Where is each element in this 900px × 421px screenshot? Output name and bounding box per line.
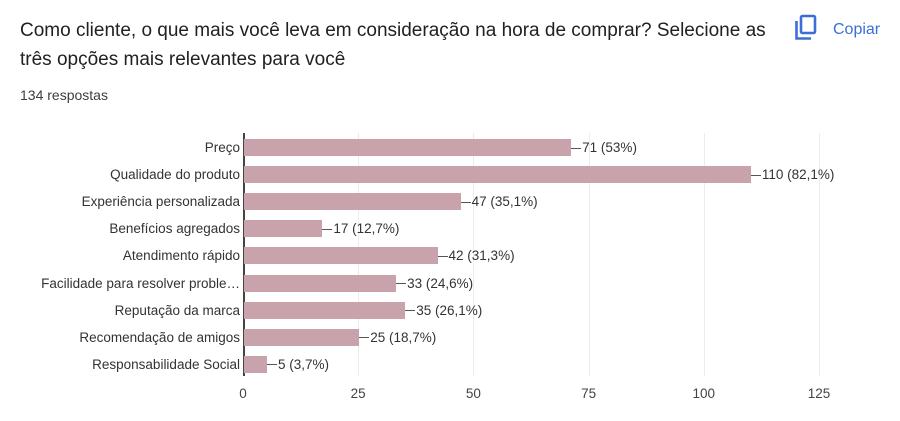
category-label: Benefícios agregados xyxy=(109,221,240,237)
label-leader-line xyxy=(267,364,278,366)
gridline xyxy=(703,133,705,376)
copy-icon xyxy=(793,14,819,47)
data-label: 35 (26,1%) xyxy=(416,302,483,318)
bar[interactable] xyxy=(244,355,268,373)
data-label: 42 (31,3%) xyxy=(448,248,515,264)
data-label: 110 (82,1%) xyxy=(761,167,835,183)
category-label: Experiência personalizada xyxy=(81,194,240,210)
response-count: 134 respostas xyxy=(20,87,108,103)
gridline xyxy=(588,133,590,376)
x-axis-tick: 0 xyxy=(239,386,247,401)
x-axis-tick: 75 xyxy=(581,386,597,401)
category-label: Preço xyxy=(204,140,240,155)
label-leader-line xyxy=(359,337,370,339)
bar[interactable] xyxy=(244,220,323,238)
category-label: Recomendação de amigos xyxy=(79,329,240,345)
bar[interactable] xyxy=(244,274,397,292)
bar[interactable] xyxy=(244,139,572,156)
bar[interactable] xyxy=(244,247,438,265)
category-label: Atendimento rápido xyxy=(122,248,240,264)
x-axis-tick: 50 xyxy=(465,386,481,401)
y-axis-line xyxy=(243,133,245,376)
category-label: Reputação da marca xyxy=(114,302,240,318)
x-axis-tick: 125 xyxy=(807,386,831,401)
question-title: Como cliente, o que mais você leva em co… xyxy=(20,20,766,70)
bar[interactable] xyxy=(244,193,461,211)
label-leader-line xyxy=(405,310,416,312)
label-leader-line xyxy=(396,283,407,284)
data-label: 5 (3,7%) xyxy=(278,356,330,372)
data-label: 33 (24,6%) xyxy=(407,275,474,291)
bar[interactable] xyxy=(244,166,751,184)
label-leader-line xyxy=(460,201,471,203)
category-label: Qualidade do produto xyxy=(110,167,240,183)
data-label: 17 (12,7%) xyxy=(333,221,400,237)
data-label: 47 (35,1%) xyxy=(471,194,538,210)
copy-button[interactable]: Copiar xyxy=(793,14,881,47)
label-leader-line xyxy=(437,255,448,257)
bar[interactable] xyxy=(244,301,406,319)
copy-button-label: Copiar xyxy=(833,21,881,38)
data-label: 71 (53%) xyxy=(582,140,637,155)
gridline xyxy=(819,133,820,376)
x-axis-tick: 25 xyxy=(350,386,366,401)
label-leader-line xyxy=(322,228,333,230)
x-axis-tick: 100 xyxy=(692,386,716,401)
gridline xyxy=(473,133,475,376)
data-label: 25 (18,7%) xyxy=(370,329,437,345)
category-label: Facilidade para resolver proble… xyxy=(41,275,240,291)
category-label: Responsabilidade Social xyxy=(92,356,240,372)
bar[interactable] xyxy=(244,328,360,346)
label-leader-line xyxy=(750,174,761,176)
label-leader-line xyxy=(571,147,582,149)
